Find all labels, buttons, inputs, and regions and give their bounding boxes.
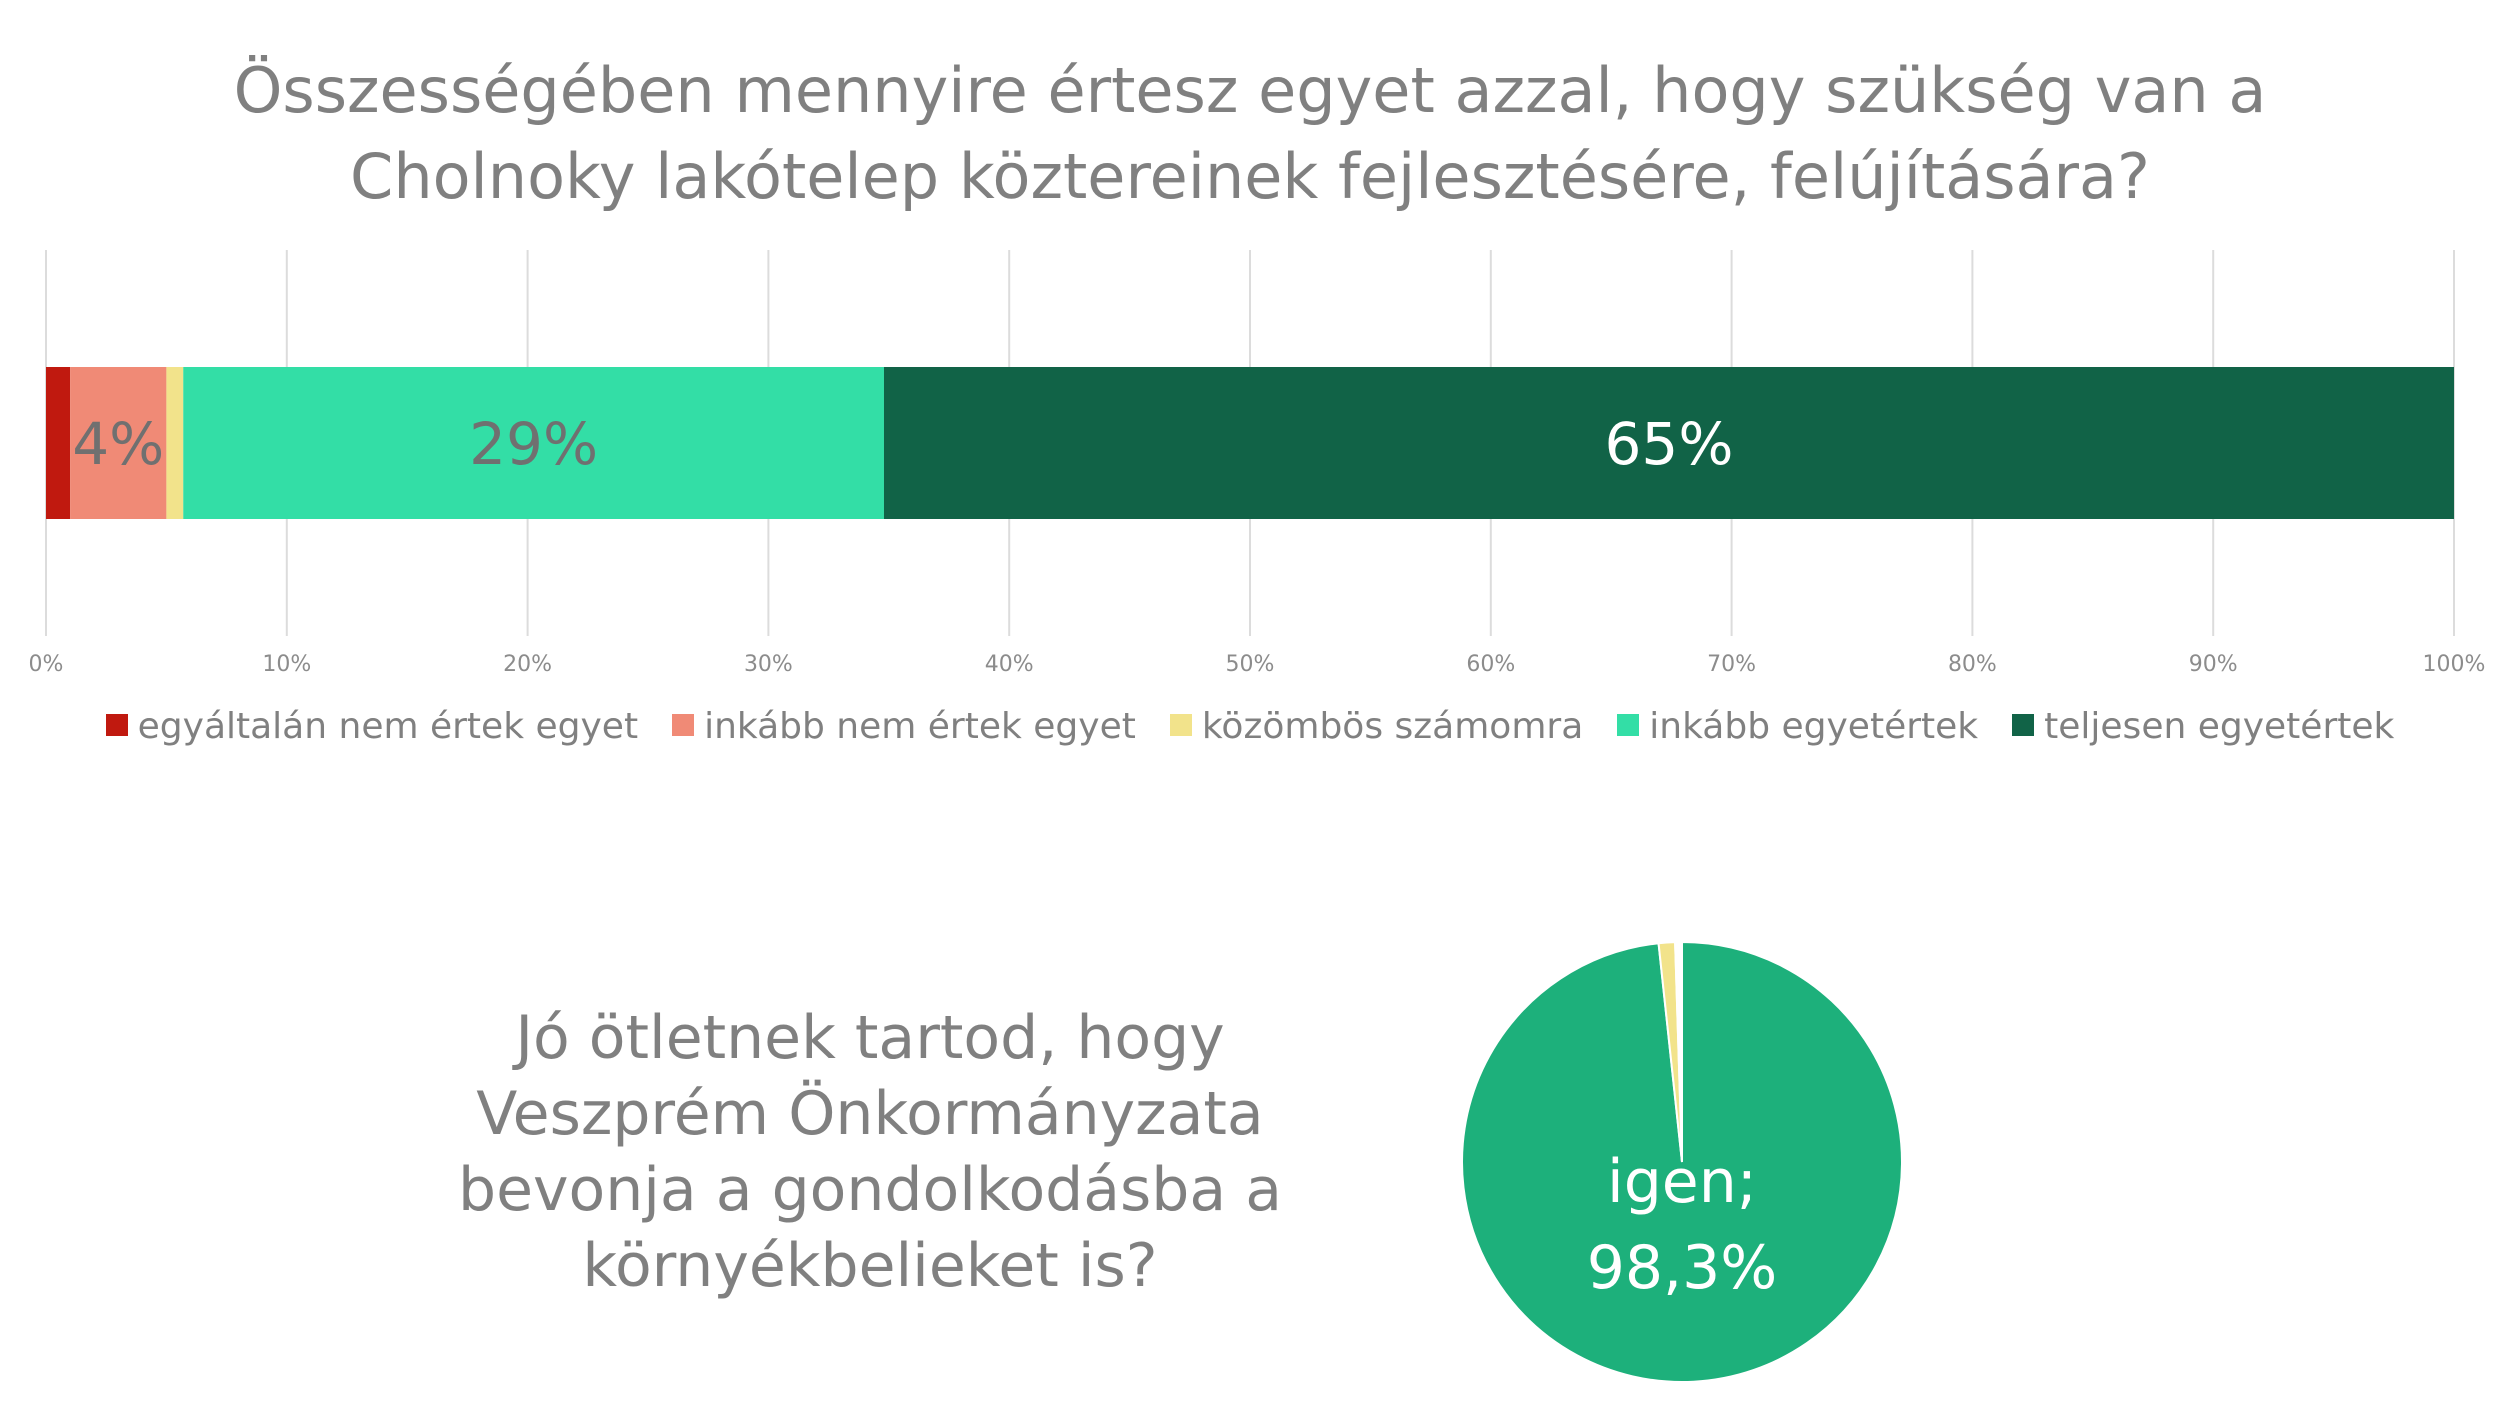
legend-label: inkább egyetértek [1649, 706, 1979, 747]
legend-item: inkább egyetértek [1617, 706, 1978, 747]
legend-item: teljesen egyetértek [2012, 706, 2394, 747]
legend-swatch [1169, 714, 1192, 736]
x-tick-label: 0% [29, 652, 64, 677]
x-tick-label: 20% [503, 652, 552, 677]
legend-item: közömbös számomra [1169, 706, 1584, 747]
legend-label: közömbös számomra [1201, 706, 1584, 747]
bar-chart-title-line-1: Összességében mennyire értesz egyet azza… [233, 54, 2267, 127]
pie-labels: igen; 98,3% [1587, 1147, 1778, 1303]
bar-segment [46, 367, 71, 519]
pie-slice [1674, 940, 1683, 1163]
bar-data-label: 29% [469, 410, 598, 478]
pie-question-line-2: Veszprém Önkormányzata [476, 1079, 1264, 1149]
bar-segment [70, 367, 167, 519]
x-tick-label: 30% [744, 652, 793, 677]
bar-chart-title: Összességében mennyire értesz egyet azza… [0, 48, 2500, 220]
pie-question-text: Jó ötletnek tartod, hogy Veszprém Önkorm… [410, 1000, 1330, 1304]
x-tick-label: 60% [1466, 652, 1515, 677]
bar-data-label: 4% [72, 410, 164, 478]
x-tick-label: 80% [1948, 652, 1997, 677]
x-tick-label: 40% [985, 652, 1034, 677]
bar-segment [166, 367, 184, 519]
legend-swatch [1617, 714, 1640, 736]
pie-question-line-3: bevonja a gondolkodásba a [457, 1155, 1282, 1225]
x-tick-label: 70% [1707, 652, 1756, 677]
bar-chart-legend: egyáltalán nem értek egyet inkább nem ért… [0, 706, 2500, 747]
stacked-bar-chart: 4% 29% 65% 0% 10% 20% 30% 40% 50% 60% 70% 80% 90% 10… [29, 250, 2486, 677]
x-tick-label: 90% [2189, 652, 2238, 677]
bar-chart-title-line-2: Cholnoky lakótelep köztereinek fejleszté… [350, 140, 2150, 213]
bar-segments [46, 367, 2454, 519]
x-axis-tick-labels: 0% 10% 20% 30% 40% 50% 60% 70% 80% 90% 100% [29, 652, 2486, 677]
legend-swatch [672, 714, 695, 736]
bar-segment [883, 367, 2454, 519]
pie-question-line-4: környékbelieket is? [582, 1231, 1158, 1301]
legend-label: inkább nem értek egyet [704, 706, 1136, 747]
legend-label: teljesen egyetértek [2044, 706, 2395, 747]
x-tick-label: 100% [2423, 652, 2486, 677]
x-tick-label: 50% [1226, 652, 1275, 677]
bar-segment-labels: 4% 29% 65% [72, 410, 1733, 478]
bar-data-label: 65% [1605, 410, 1734, 478]
bar-segment [183, 367, 884, 519]
legend-label: egyáltalán nem értek egyet [137, 706, 639, 747]
legend-item: egyáltalán nem értek egyet [105, 706, 639, 747]
legend-swatch [105, 714, 128, 736]
pie-question-line-1: Jó ötletnek tartod, hogy [515, 1003, 1225, 1073]
pie-slices [1461, 940, 1904, 1383]
legend-item: inkább nem értek egyet [672, 706, 1136, 747]
pie-data-label: 98,3% [1587, 1233, 1778, 1303]
x-tick-label: 10% [262, 652, 311, 677]
legend-swatch [2012, 714, 2035, 736]
pie-data-label: igen; [1607, 1147, 1757, 1217]
